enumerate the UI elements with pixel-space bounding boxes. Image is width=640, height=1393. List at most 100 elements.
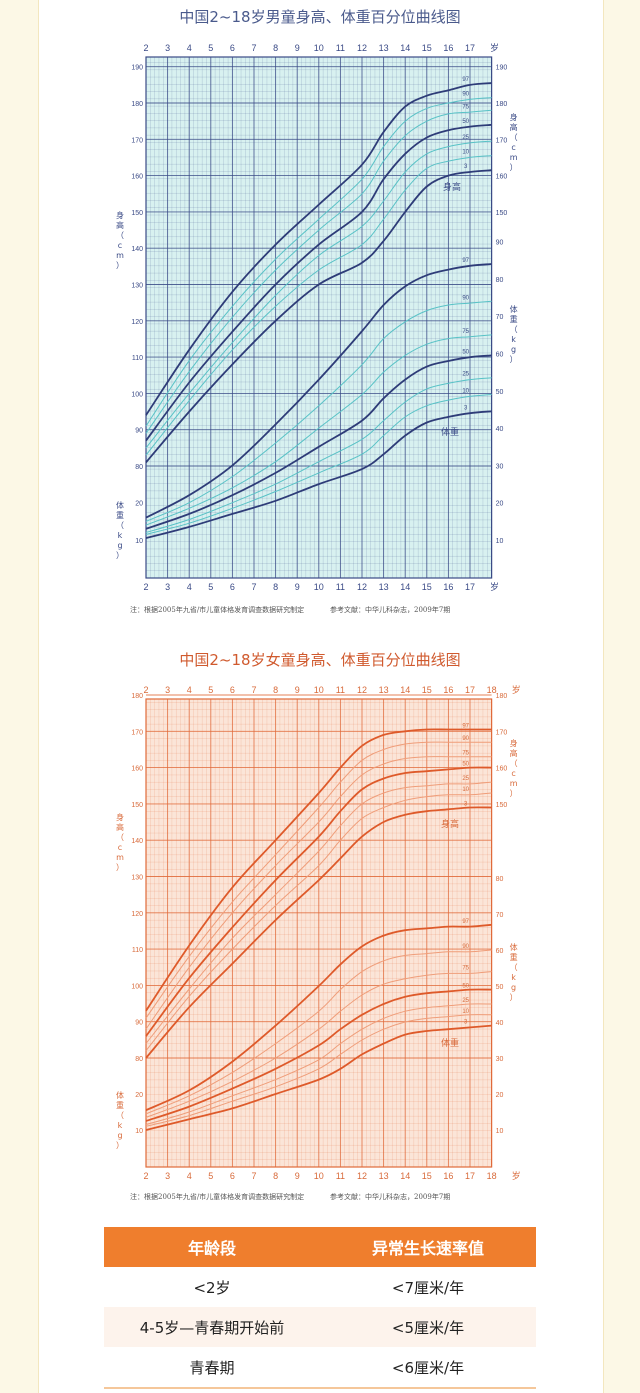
weight-curve-p25 (145, 377, 492, 533)
height-percentile-label: 50 (462, 119, 469, 125)
header-rate: 异常生长速率值 (371, 1239, 484, 1258)
height-percentile-label: 97 (462, 77, 469, 83)
y-axis-weight-title-right: 体重（kg） (510, 304, 518, 364)
weight-curve-p3 (145, 410, 492, 539)
girl-growth-chart: 2 2 3 3 4 4 5 5 6 6 7 7 8 8 9 9 10 10 11 11 12 12 13 13 14 14 15 15… (116, 684, 521, 1182)
y-axis-height-title-left-char: c (118, 843, 122, 852)
y-axis-weight-title-left-char: g (117, 1131, 122, 1140)
x-tick-label-top: 15 (422, 43, 432, 53)
height-percentile-label: 75 (462, 104, 469, 110)
weight-percentile-label: 50 (462, 349, 469, 355)
y-weight-tick-right: 40 (496, 1020, 504, 1027)
x-tick-label-top: 16 (443, 43, 453, 53)
x-tick-label-bottom: 8 (273, 582, 278, 592)
weight-percentile-label: 10 (462, 389, 469, 395)
y-axis-height-title-right-char: 身 (510, 112, 518, 122)
weight-percentile-label: 25 (462, 998, 469, 1004)
table-row: 4-5岁—青春期开始前 <5厘米/年 (104, 1307, 536, 1347)
x-tick-label-top: 4 (187, 43, 192, 53)
table-row: <2岁 <7厘米/年 (104, 1267, 536, 1307)
y-axis-weight-title-left-char: k (118, 531, 123, 540)
y-axis-weight-title-right: 体重（kg） (510, 942, 518, 1002)
height-curve-p25 (145, 140, 492, 449)
x-tick-label-top: 9 (295, 685, 300, 695)
height-curve-p90 (145, 741, 492, 1019)
weight-curves-label: 体重 (441, 1037, 459, 1049)
y-weight-tick-right: 80 (496, 876, 504, 883)
height-percentile-label: 50 (462, 762, 469, 768)
height-curves-label: 身高 (443, 181, 461, 193)
girl-chart-note: 注：根据2005年九省/市儿童体格发育调查数据研究制定 (130, 1193, 305, 1201)
weight-curves-label: 体重 (441, 426, 459, 438)
y-weight-tick-right: 20 (496, 501, 504, 508)
y-height-tick-left: 110 (132, 355, 143, 362)
x-tick-label-bottom: 15 (422, 582, 432, 592)
y-height-tick-left: 80 (135, 464, 143, 471)
weight-curve-p10 (145, 1014, 492, 1127)
weight-percentile-label: 50 (462, 984, 469, 990)
y-height-tick-left: 130 (131, 283, 143, 290)
y-height-tick-right: 150 (496, 210, 508, 217)
x-unit-bottom: 岁 (512, 1170, 521, 1182)
y-axis-height-title-left-char: ） (116, 863, 124, 872)
x-tick-label-bottom: 6 (230, 582, 235, 592)
height-percentile-label: 25 (462, 135, 469, 141)
y-axis-weight-title-right-char: 体 (510, 942, 518, 952)
y-axis-weight-title-right-char: （ (510, 963, 518, 972)
x-tick-label-bottom: 8 (273, 1171, 278, 1181)
height-curve-p75 (145, 756, 492, 1030)
x-unit-bottom: 岁 (490, 581, 499, 593)
x-tick-label-top: 4 (187, 685, 192, 695)
y-height-tick-left: 170 (131, 137, 143, 144)
x-tick-label-bottom: 17 (465, 1171, 475, 1181)
x-tick-label-top: 5 (208, 43, 213, 53)
weight-percentile-label: 90 (462, 295, 469, 301)
y-axis-height-title-left-char: 身 (116, 812, 124, 822)
y-axis-height-title-right-char: c (511, 143, 515, 152)
y-height-tick-right: 170 (496, 729, 508, 736)
y-weight-tick-right: 30 (496, 1056, 504, 1063)
x-tick-label-top: 16 (443, 685, 453, 695)
y-axis-weight-title-left-char: （ (116, 521, 124, 530)
boy-growth-chart: 2 2 3 3 4 4 5 5 6 6 7 7 8 8 9 9 10 10 11 11 12 12 13 13 14 14 15 15… (116, 42, 518, 593)
x-tick-label-bottom: 14 (400, 582, 410, 592)
cell-rate: <7厘米/年 (391, 1278, 465, 1297)
x-tick-label-top: 10 (314, 43, 324, 53)
weight-percentile-label: 97 (462, 919, 469, 925)
girl-chart-reference: 参考文献：中华儿科杂志，2009年7期 (330, 1193, 451, 1201)
chart-frame (145, 56, 493, 579)
y-axis-height-title-left-char: 身 (116, 210, 124, 220)
boy-chart-reference: 参考文献：中华儿科杂志，2009年7期 (330, 606, 451, 614)
y-height-tick-left: 100 (131, 983, 143, 990)
height-curve-p50 (145, 123, 492, 442)
y-weight-tick-right: 90 (496, 240, 504, 247)
y-height-tick-left: 150 (131, 802, 143, 809)
x-tick-label-top: 8 (273, 43, 278, 53)
y-height-tick-right: 180 (496, 693, 508, 700)
y-axis-height-title-right-char: m (510, 153, 518, 162)
y-weight-tick-left: 20 (135, 501, 143, 508)
y-height-tick-left: 140 (131, 246, 143, 253)
boy-chart-note: 注：根据2005年九省/市儿童体格发育调查数据研究制定 (130, 606, 305, 614)
x-tick-label-top: 17 (465, 43, 475, 53)
cell-age: 4-5岁—青春期开始前 (139, 1318, 285, 1337)
y-height-tick-left: 190 (131, 65, 143, 72)
x-tick-label-top: 13 (379, 685, 389, 695)
weight-curve-p90 (145, 949, 492, 1115)
y-axis-weight-title-right-char: 重 (510, 314, 518, 324)
y-axis-height-title-left-char: ） (116, 261, 124, 270)
height-curve-p10 (145, 792, 492, 1052)
y-axis-weight-title-left-char: 重 (116, 1100, 124, 1110)
y-axis-weight-title-left-char: k (118, 1121, 123, 1130)
x-tick-label-bottom: 4 (187, 1171, 192, 1181)
height-curve-p3 (145, 169, 492, 463)
y-axis-height-title-right-char: （ (510, 759, 518, 768)
x-tick-label-bottom: 4 (187, 582, 192, 592)
height-percentile-label: 3 (464, 802, 468, 808)
y-axis-height-title-right-char: ） (510, 163, 518, 172)
x-tick-label-top: 2 (143, 685, 148, 695)
weight-percentile-label: 75 (462, 966, 469, 972)
weight-percentile-label: 3 (464, 1020, 468, 1026)
cell-rate: <6厘米/年 (391, 1358, 465, 1377)
y-axis-height-title-right-char: 身 (510, 738, 518, 748)
